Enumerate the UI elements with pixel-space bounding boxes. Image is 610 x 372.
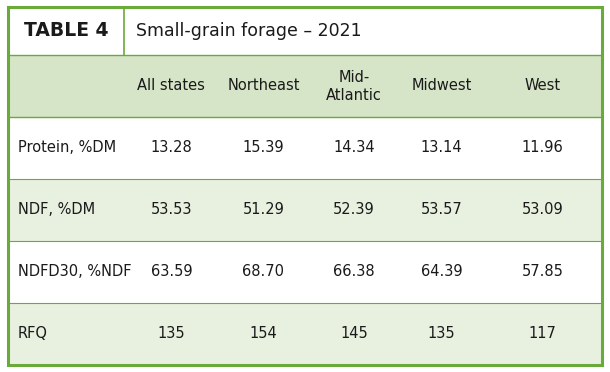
Text: Protein, %DM: Protein, %DM: [18, 141, 116, 155]
Text: 14.34: 14.34: [333, 141, 375, 155]
Text: 145: 145: [340, 327, 368, 341]
Text: 66.38: 66.38: [333, 264, 375, 279]
Bar: [8, 303, 602, 365]
Text: 51.29: 51.29: [243, 202, 284, 218]
Text: 13.28: 13.28: [151, 141, 192, 155]
Text: 117: 117: [529, 327, 556, 341]
Text: West: West: [525, 78, 561, 93]
Text: Midwest: Midwest: [411, 78, 472, 93]
Text: 57.85: 57.85: [522, 264, 564, 279]
Text: Small-grain forage – 2021: Small-grain forage – 2021: [136, 22, 362, 40]
Text: 15.39: 15.39: [243, 141, 284, 155]
Bar: [8, 179, 602, 241]
Bar: [8, 241, 602, 303]
Text: NDF, %DM: NDF, %DM: [18, 202, 95, 218]
Text: 52.39: 52.39: [333, 202, 375, 218]
Text: 13.14: 13.14: [421, 141, 462, 155]
Bar: [8, 7, 602, 55]
Text: 53.53: 53.53: [151, 202, 192, 218]
Text: TABLE 4: TABLE 4: [24, 22, 108, 41]
Text: 64.39: 64.39: [421, 264, 462, 279]
Text: All states: All states: [137, 78, 206, 93]
Bar: [8, 55, 602, 117]
Text: 154: 154: [249, 327, 278, 341]
Text: NDFD30, %NDF: NDFD30, %NDF: [18, 264, 132, 279]
Text: RFQ: RFQ: [18, 327, 48, 341]
Text: 53.09: 53.09: [522, 202, 564, 218]
Text: 63.59: 63.59: [151, 264, 192, 279]
Text: 135: 135: [428, 327, 456, 341]
Text: Northeast: Northeast: [227, 78, 300, 93]
Text: 135: 135: [157, 327, 185, 341]
Text: 68.70: 68.70: [242, 264, 284, 279]
Text: Mid-
Atlantic: Mid- Atlantic: [326, 70, 382, 103]
Text: 11.96: 11.96: [522, 141, 564, 155]
Text: 53.57: 53.57: [421, 202, 462, 218]
Bar: [8, 117, 602, 179]
